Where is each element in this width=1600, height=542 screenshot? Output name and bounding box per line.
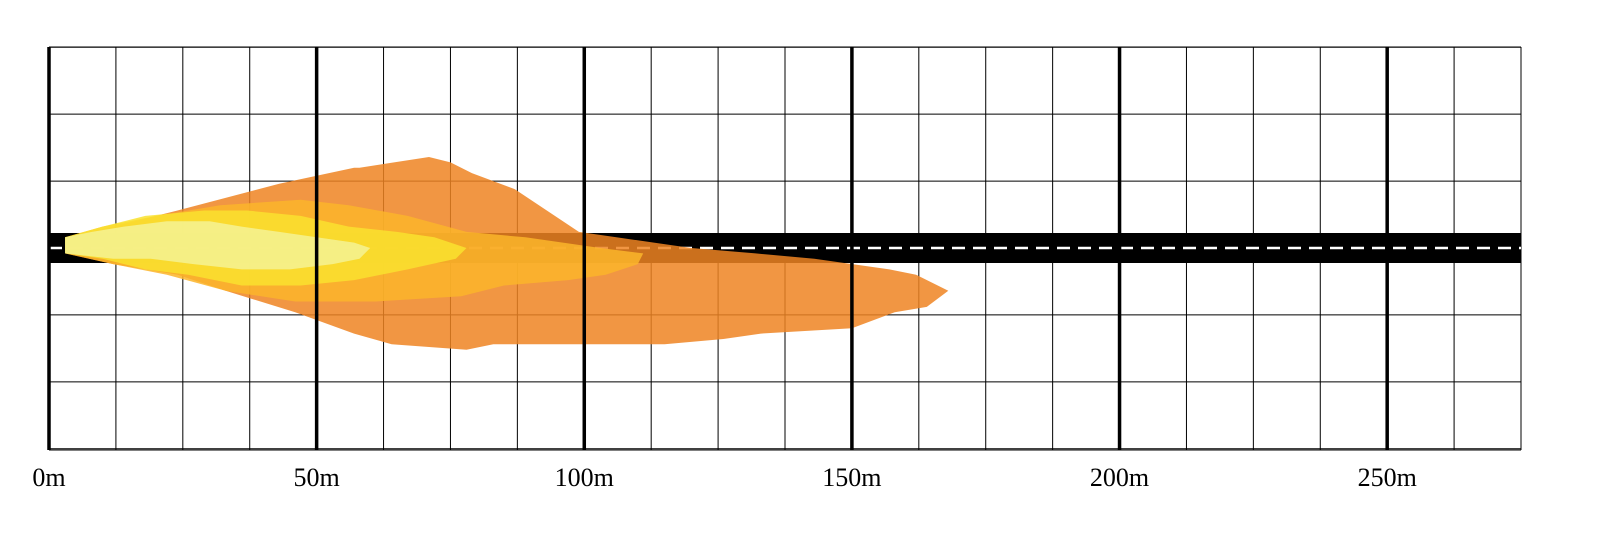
beam-area-4	[65, 221, 371, 270]
x-tick-label: 200m	[1090, 463, 1149, 492]
x-tick-label: 250m	[1358, 463, 1417, 492]
x-tick-label: 50m	[294, 463, 340, 492]
x-tick-label: 100m	[555, 463, 614, 492]
beam-areas	[65, 157, 949, 350]
x-tick-label: 0m	[32, 463, 65, 492]
x-axis: 0m 50m 100m 150m 200m 250m	[32, 47, 1417, 492]
x-tick-label: 150m	[822, 463, 881, 492]
